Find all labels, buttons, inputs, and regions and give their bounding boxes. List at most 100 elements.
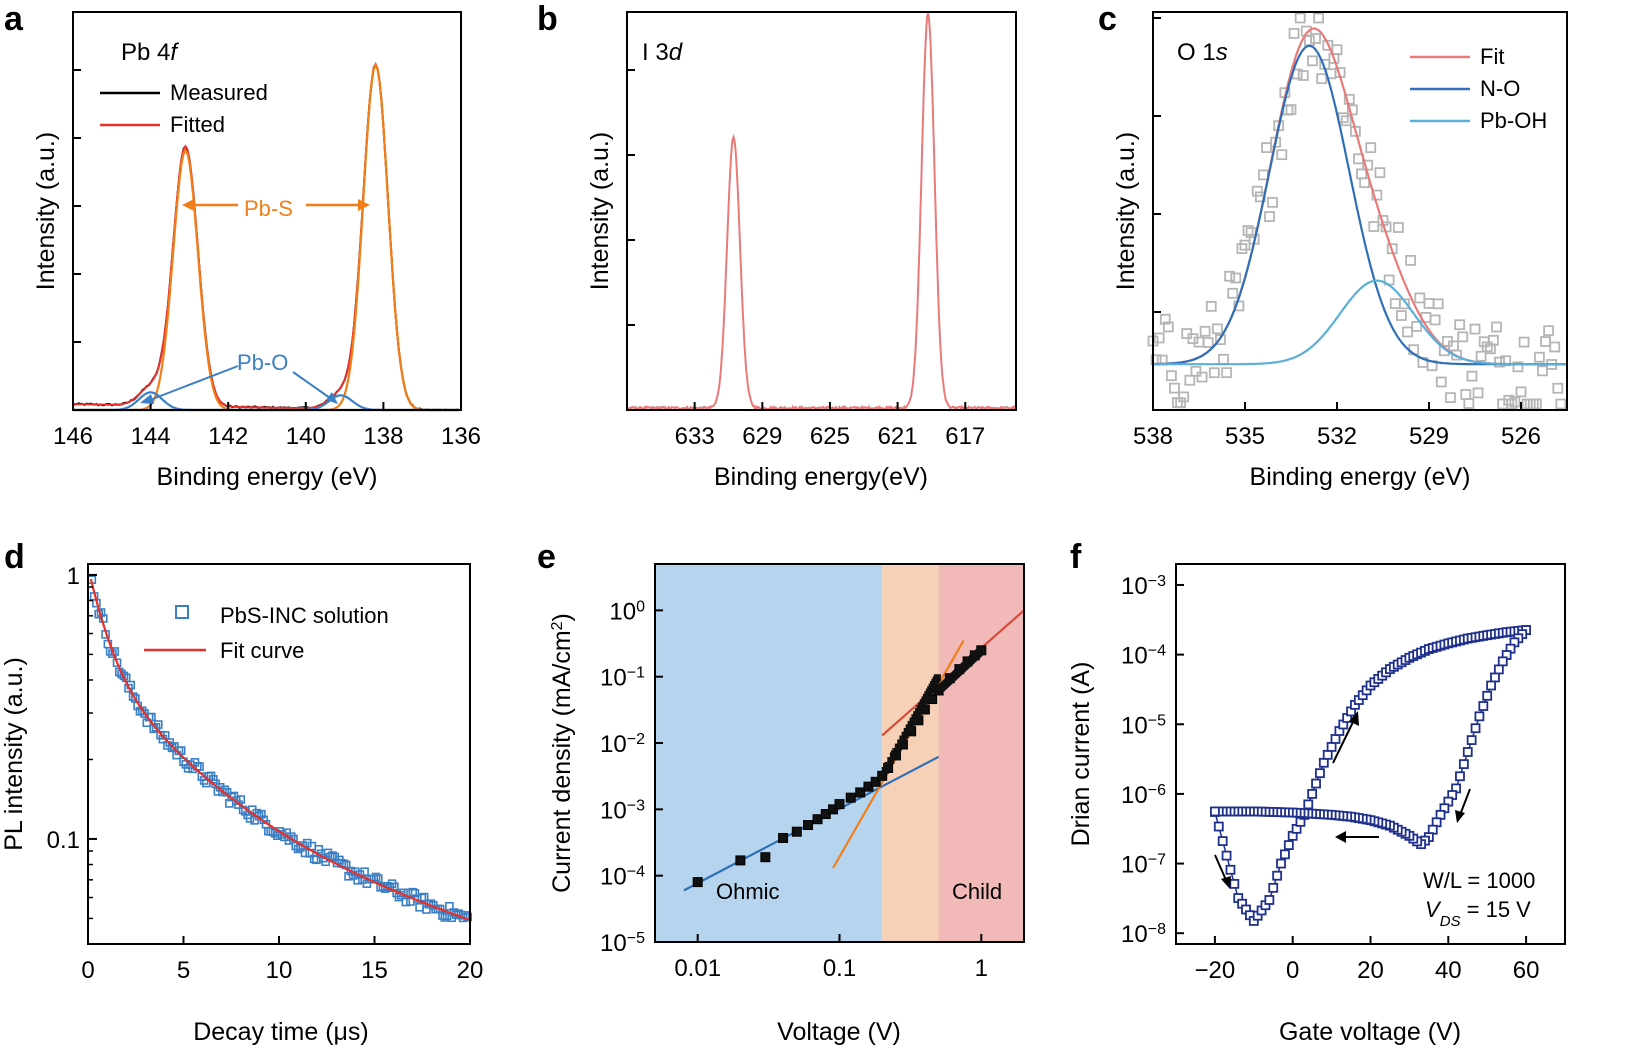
o1s-data-point <box>1405 254 1416 266</box>
region-label-ohmic: Ohmic <box>716 879 780 904</box>
panel-f-xtick-label: 40 <box>1435 957 1462 984</box>
region-label-child: Child <box>952 879 1002 904</box>
panel-e-ytick-label: 10−3 <box>600 797 645 825</box>
forward-sweep-point <box>1326 741 1337 752</box>
o1s-data-point <box>1267 196 1278 208</box>
panel-b-xtick-label: 633 <box>675 423 715 450</box>
o1s-data-point <box>1555 398 1567 410</box>
pl-data-point <box>236 795 246 804</box>
panel-b-marks <box>626 13 1017 413</box>
fit-curve-line <box>89 578 470 921</box>
forward-sweep-point <box>1330 734 1341 744</box>
panel-f-xtick-label: 20 <box>1357 957 1384 984</box>
annotation-vds: VDS = 15 V <box>1425 897 1531 930</box>
o1s-data-point <box>1521 398 1533 410</box>
panel-f: f −20 0 20 40 60 10−8 10−7 10−6 10−5 10−4 10−3 W/L… <box>1067 538 1566 1046</box>
jv-data-point <box>870 776 881 787</box>
o1s-data-point <box>1472 387 1484 399</box>
legend-label-fitted: Fitted <box>170 112 225 137</box>
o1s-data-point <box>1509 396 1521 408</box>
panel-c-xtick-label: 532 <box>1317 423 1357 450</box>
reverse-sweep-point <box>1470 723 1481 734</box>
jv-data-point <box>692 877 703 888</box>
o1s-data-point <box>1506 398 1518 410</box>
panel-f-xlabel: Gate voltage (V) <box>1279 1018 1461 1046</box>
o1s-data-point <box>1264 211 1275 223</box>
o1s-data-point <box>1276 149 1288 161</box>
o1s-data-point <box>1316 73 1328 85</box>
pl-data-point <box>438 911 447 920</box>
reverse-sweep-point <box>1210 806 1220 817</box>
o1s-data-point <box>1202 337 1214 348</box>
panel-letter-b: b <box>537 0 558 38</box>
panel-f-xtick-label: 0 <box>1286 957 1299 984</box>
jv-dense-point <box>901 731 909 739</box>
o1s-data-point <box>1178 391 1190 403</box>
sweep-arrowhead-down-left <box>1221 876 1231 889</box>
panel-a: a Pb 4f 146 144 142 140 138 136 Measured Fitt… <box>4 0 481 491</box>
o1s-data-point <box>1175 397 1186 409</box>
annotation-pb-s: Pb-S <box>244 196 293 221</box>
panel-f-xtick-label: 60 <box>1513 957 1540 984</box>
panel-a-ticks: 146 144 142 140 138 136 <box>53 69 481 450</box>
panel-f-marks <box>1210 625 1531 926</box>
panel-a-title: Pb 4f <box>121 39 179 66</box>
forward-sweep-point <box>1280 849 1290 860</box>
panel-d-xtick-label: 5 <box>177 957 190 984</box>
arrow-pb-o-left <box>149 365 239 401</box>
panel-b-frame <box>626 11 1017 411</box>
panel-f-ytick-label: 10−7 <box>1121 851 1166 879</box>
panel-c-ticks: 538 535 532 529 526 <box>1133 17 1541 450</box>
pl-data-point <box>415 902 424 912</box>
o1s-data-point <box>1153 332 1165 344</box>
jv-dense-point <box>933 674 941 682</box>
arrowhead-pb-o-right <box>326 392 338 404</box>
panel-f-ylabel: Drian current (A) <box>1067 662 1095 847</box>
jv-dense-point <box>889 752 897 760</box>
o1s-data-point <box>1218 353 1229 365</box>
panel-d-xtick-label: 0 <box>81 957 94 984</box>
panel-letter-a: a <box>4 0 24 38</box>
o1s-data-point <box>1224 270 1236 282</box>
forward-sweep-point <box>1303 799 1314 810</box>
o1s-data-point <box>1233 300 1245 312</box>
o1s-data-point <box>1396 310 1407 321</box>
o1s-data-point <box>1193 336 1205 348</box>
panel-f-ytick-label: 10−8 <box>1121 921 1166 949</box>
panel-letter-f: f <box>1070 538 1082 576</box>
o1s-data-point <box>1215 334 1226 346</box>
o1s-data-point <box>1469 323 1481 335</box>
panel-c-xtick-label: 529 <box>1409 423 1449 450</box>
jv-data-point <box>735 855 746 866</box>
o1s-data-point <box>1227 287 1239 299</box>
jv-dense-point <box>892 747 900 755</box>
panel-c-xtick-label: 535 <box>1225 423 1265 450</box>
panel-b-xtick-label: 617 <box>945 423 985 450</box>
panel-c-xtick-label: 538 <box>1133 423 1173 450</box>
jv-dense-point <box>884 761 892 769</box>
sweep-arrow-down-right <box>1459 788 1471 816</box>
panel-f-ytick-label: 10−3 <box>1121 572 1166 600</box>
pl-data-point <box>360 867 369 876</box>
pl-data-point <box>309 854 319 864</box>
panel-c-xlabel: Binding energy (eV) <box>1250 463 1471 491</box>
pl-data-point <box>328 851 337 860</box>
pl-data-point <box>314 845 324 854</box>
annotation-wl: W/L = 1000 <box>1423 868 1535 893</box>
arrowhead-pb-o-left <box>140 394 154 404</box>
o1s-data-point <box>1310 33 1321 44</box>
o1s-data-point <box>1239 239 1251 251</box>
o1s-data-point <box>1534 351 1545 363</box>
o1s-data-point <box>1524 398 1536 410</box>
reverse-sweep-point <box>1478 701 1489 711</box>
o1s-data-point <box>1365 142 1377 154</box>
jv-dense-point <box>903 727 911 735</box>
o1s-data-point <box>1494 356 1505 368</box>
o1s-data-point <box>1337 112 1349 124</box>
jv-dense-point <box>887 757 895 765</box>
forward-sweep-point <box>1322 749 1333 760</box>
jv-dense-point <box>899 735 907 743</box>
o1s-data-point <box>1205 301 1217 312</box>
panel-b-ticks: 633 629 625 621 617 <box>627 69 985 450</box>
o1s-data-point <box>1454 319 1466 331</box>
